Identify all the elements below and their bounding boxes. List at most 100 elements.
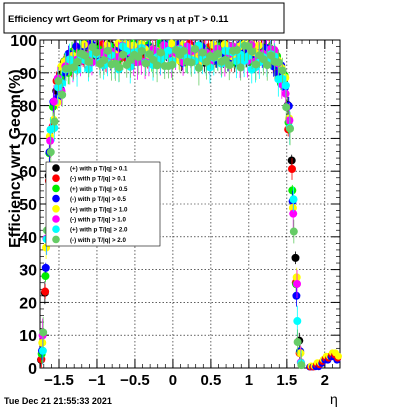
data-point (289, 227, 298, 236)
data-point (41, 263, 50, 272)
timestamp: Tue Dec 21 21:55:33 2021 (4, 396, 112, 406)
data-point (251, 60, 260, 69)
data-point (69, 63, 78, 72)
legend-marker (52, 205, 60, 213)
data-point (248, 47, 257, 56)
data-point (289, 209, 298, 218)
data-point (194, 63, 203, 72)
data-point (80, 51, 89, 60)
x-tick-label: 2 (321, 372, 329, 389)
data-point (278, 66, 287, 75)
data-point (99, 56, 108, 65)
data-point (153, 61, 162, 70)
legend: (+) with p T/|q| > 0.1 (-) with p T/|q| >… (45, 161, 161, 247)
data-point (72, 42, 81, 51)
data-point (46, 148, 55, 157)
data-point (118, 50, 127, 59)
data-point (179, 46, 188, 55)
data-point (293, 279, 302, 288)
data-point (41, 272, 50, 281)
data-point (156, 48, 165, 57)
data-point (282, 103, 291, 112)
legend-marker (52, 194, 60, 203)
data-point (41, 287, 50, 296)
y-tick-label: 30 (19, 263, 37, 280)
data-point (137, 46, 146, 55)
data-point (213, 49, 222, 58)
y-tick-label: 100 (10, 33, 37, 50)
data-point (141, 59, 150, 68)
y-tick-label: 20 (19, 295, 37, 312)
y-tick-label: 90 (19, 66, 37, 83)
x-tick-label: −1 (88, 372, 105, 389)
data-point (289, 195, 298, 204)
data-point (334, 352, 342, 360)
legend-label: (+) with p T/|q| > 0.1 (70, 166, 128, 173)
legend-label: (-) with p T/|q| > 1.0 (70, 217, 126, 224)
data-point (274, 58, 283, 67)
data-point (50, 117, 59, 126)
data-point (291, 253, 300, 262)
x-axis-label: η (330, 391, 338, 407)
data-point (232, 45, 241, 54)
data-point (259, 55, 268, 64)
legend-label: (-) with p T/|q| > 0.5 (70, 196, 126, 203)
y-tick-label: 40 (19, 230, 37, 247)
chart-title-box (3, 2, 285, 34)
axis-ticks: −1.5 −1 −0.5 0 0.5 1 1.5 2010203040506070809010… (10, 33, 340, 389)
data-point (115, 63, 124, 72)
x-tick-label: 0.5 (200, 372, 221, 389)
y-tick-label: 80 (19, 99, 37, 116)
legend-label: (+) with p T/|q| > 1.0 (70, 206, 128, 213)
y-tick-label: 10 (19, 328, 37, 345)
data-point (202, 57, 211, 66)
data-point (129, 41, 138, 50)
data-point (164, 46, 173, 55)
data-point (288, 186, 297, 195)
data-point (187, 58, 196, 67)
data-point (191, 44, 200, 53)
data-point (263, 61, 272, 70)
legend-marker (52, 174, 60, 182)
data-point (225, 61, 234, 70)
data-point (267, 51, 276, 60)
data-point (198, 48, 207, 57)
data-point (297, 361, 306, 370)
legend-box (45, 161, 161, 247)
data-point (293, 338, 302, 347)
data-point (92, 48, 101, 57)
y-tick-label: 70 (19, 131, 37, 148)
legend-marker (52, 164, 60, 172)
legend-label: (+) with p T/|q| > 2.0 (70, 227, 128, 234)
legend-label: (-) with p T/|q| > 2.0 (70, 237, 126, 244)
legend-label: (+) with p T/|q| > 0.5 (70, 186, 128, 193)
data-point (134, 53, 143, 62)
data-point (39, 328, 48, 337)
data-point (293, 317, 302, 326)
x-tick-label: 1 (245, 372, 253, 389)
legend-label: (-) with p T/|q| > 0.1 (70, 176, 126, 183)
data-point (103, 46, 112, 55)
legend-marker (52, 215, 60, 223)
data-point (145, 50, 154, 59)
x-tick-label: −0.5 (120, 372, 150, 389)
data-point (236, 63, 245, 72)
y-tick-label: 60 (19, 164, 37, 181)
data-point (84, 57, 93, 66)
data-point (286, 124, 295, 133)
data-point (49, 97, 58, 106)
legend-marker (52, 225, 60, 233)
x-tick-label: 1.5 (276, 372, 297, 389)
data-point (168, 60, 177, 69)
data-point (58, 90, 67, 99)
data-point (73, 57, 82, 66)
y-axis-label: Efficiency wrt Geom(%) (7, 69, 24, 248)
x-tick-label: −1.5 (44, 372, 74, 389)
legend-marker (52, 184, 60, 193)
data-point (38, 346, 47, 355)
data-point (54, 77, 63, 86)
data-point (288, 165, 296, 174)
data-point (281, 81, 290, 90)
y-tick-label: 50 (19, 197, 37, 214)
